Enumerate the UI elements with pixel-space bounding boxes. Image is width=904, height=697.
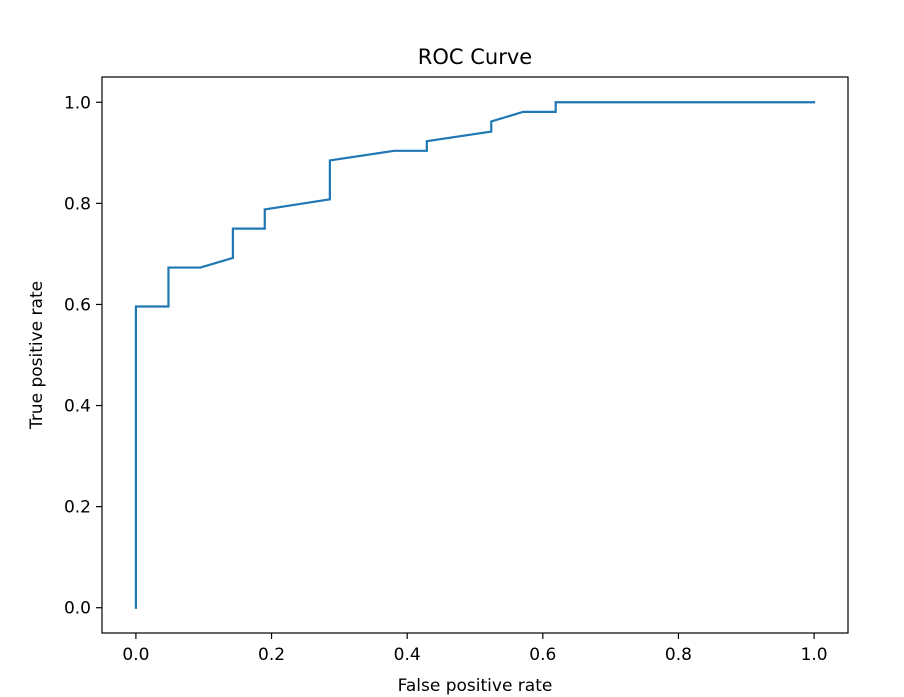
x-tick-label: 0.4	[394, 645, 421, 665]
x-axis-label: False positive rate	[398, 676, 553, 696]
y-tick-label: 1.0	[64, 93, 91, 113]
chart-title: ROC Curve	[418, 45, 532, 69]
ticks-layer: 0.0 0.2 0.4 0.6 0.8 1.0 0.0 0.2 0.4 0.6 0.8 1.0	[64, 93, 828, 665]
y-tick-label: 0.6	[64, 295, 91, 315]
series-layer	[134, 101, 816, 609]
y-tick-label: 0.8	[64, 194, 91, 214]
y-axis-label: True positive rate	[27, 281, 47, 430]
x-tick-label: 0.8	[665, 645, 692, 665]
plot-frame	[101, 76, 849, 634]
y-tick-label: 0.4	[64, 397, 91, 417]
x-tick-label: 0.6	[529, 645, 556, 665]
roc-curve-line	[134, 101, 816, 609]
x-tick-label: 1.0	[801, 645, 828, 665]
y-tick-label: 0.2	[64, 498, 91, 518]
y-tick-label: 0.0	[64, 599, 91, 619]
x-tick-label: 0.2	[258, 645, 285, 665]
x-tick-label: 0.0	[122, 645, 149, 665]
